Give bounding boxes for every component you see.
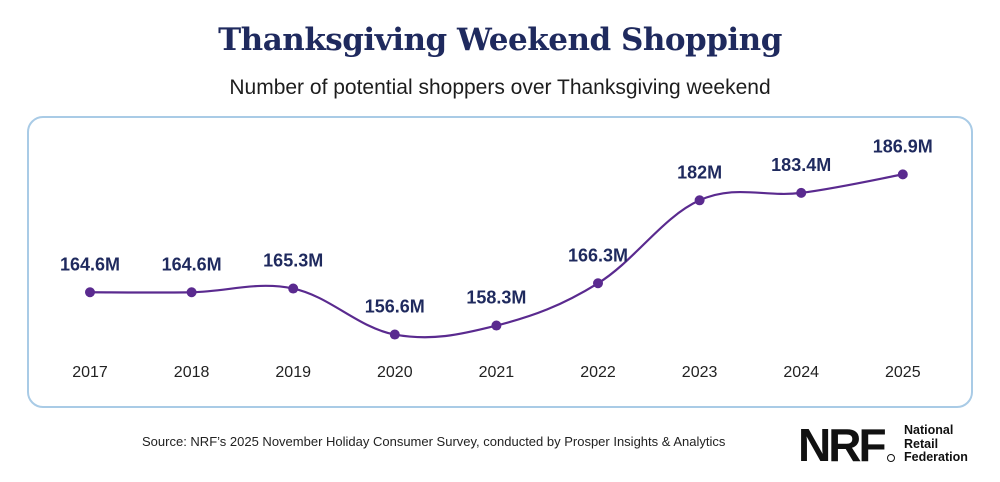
line-chart: 164.6M 2017 164.6M 2018 165.3M 2019 156.6M 2020… xyxy=(60,136,933,381)
chart-title: Thanksgiving Weekend Shopping xyxy=(218,22,782,58)
x-tick-label-2018: 2018 xyxy=(174,364,210,381)
x-tick-label-2024: 2024 xyxy=(783,364,819,381)
source-note: Source: NRF’s 2025 November Holiday Cons… xyxy=(142,434,726,449)
data-point-2021 xyxy=(491,320,502,331)
data-label-2021: 158.3M xyxy=(466,288,526,308)
data-label-2017: 164.6M xyxy=(60,254,120,274)
data-label-2025: 186.9M xyxy=(873,136,933,156)
logo-line-1: National xyxy=(904,423,954,437)
logo-mark: NRF xyxy=(798,419,887,471)
data-label-2022: 166.3M xyxy=(568,245,628,265)
data-point-2023 xyxy=(694,195,705,206)
data-label-2018: 164.6M xyxy=(162,254,222,274)
x-tick-label-2021: 2021 xyxy=(479,364,515,381)
x-tick-label-2023: 2023 xyxy=(682,364,718,381)
data-point-2018 xyxy=(186,287,197,298)
data-point-2019 xyxy=(288,283,299,294)
x-tick-label-2022: 2022 xyxy=(580,364,616,381)
chart-subtitle: Number of potential shoppers over Thanks… xyxy=(229,76,771,99)
x-tick-label-2025: 2025 xyxy=(885,364,921,381)
data-label-2019: 165.3M xyxy=(263,251,323,271)
x-tick-label-2017: 2017 xyxy=(72,364,108,381)
logo-line-2: Retail xyxy=(904,436,939,451)
logo-wordmark: National Retail Federation xyxy=(904,423,984,465)
data-point-2025 xyxy=(897,169,908,180)
data-label-2023: 182M xyxy=(677,162,722,182)
x-tick-label-2019: 2019 xyxy=(275,364,311,381)
chart-frame: 164.6M 2017 164.6M 2018 165.3M 2019 156.6M 2020… xyxy=(27,116,973,408)
data-point-2017 xyxy=(85,287,95,298)
registered-mark-icon xyxy=(887,454,895,462)
data-point-2022 xyxy=(593,278,603,289)
data-label-2024: 183.4M xyxy=(771,155,831,175)
logo-line-3: Federation xyxy=(904,450,968,464)
data-point-2020 xyxy=(389,329,400,340)
data-label-2020: 156.6M xyxy=(365,297,425,317)
x-tick-label-2020: 2020 xyxy=(377,364,413,381)
data-point-2024 xyxy=(796,187,807,198)
